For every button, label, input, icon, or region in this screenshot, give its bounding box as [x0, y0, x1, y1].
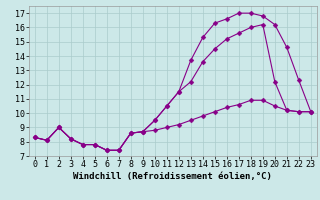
X-axis label: Windchill (Refroidissement éolien,°C): Windchill (Refroidissement éolien,°C): [73, 172, 272, 181]
